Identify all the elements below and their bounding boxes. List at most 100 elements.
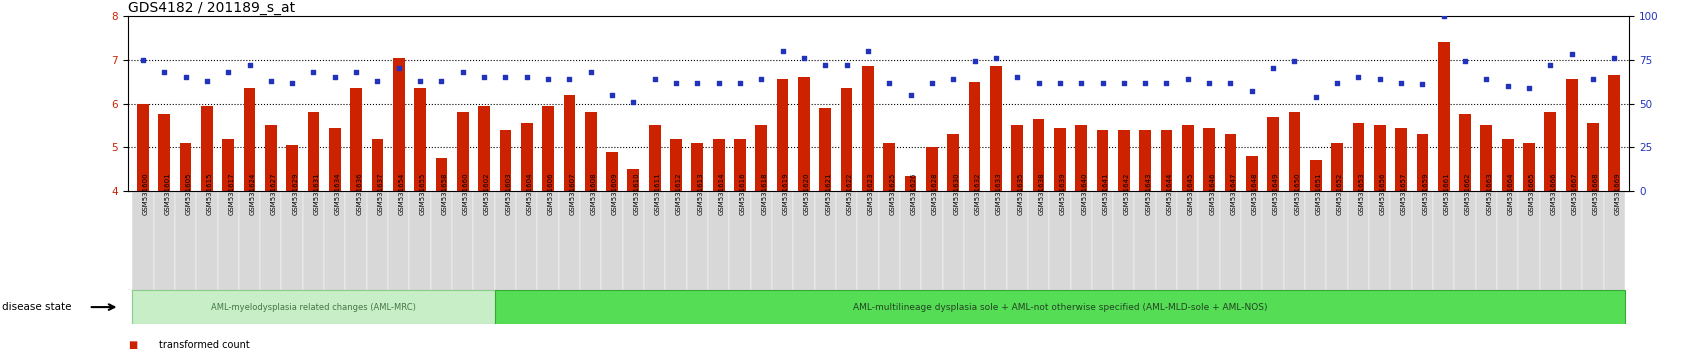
Point <box>1088 80 1115 85</box>
Text: GSM531617: GSM531617 <box>228 173 234 216</box>
Bar <box>750 191 771 290</box>
Bar <box>1410 191 1432 290</box>
Bar <box>1395 128 1407 191</box>
Point <box>960 59 987 64</box>
Bar <box>281 191 303 290</box>
Text: GSM531636: GSM531636 <box>356 173 361 216</box>
Text: GSM531649: GSM531649 <box>1272 173 1279 215</box>
Bar <box>500 130 512 191</box>
Bar <box>1049 191 1071 290</box>
Text: GSM531615: GSM531615 <box>206 173 213 215</box>
Point <box>832 62 859 68</box>
Bar <box>585 112 597 191</box>
Text: GSM531664: GSM531664 <box>1507 173 1512 215</box>
Bar <box>1304 191 1326 290</box>
Text: GSM531619: GSM531619 <box>783 173 788 216</box>
Point <box>1067 80 1095 85</box>
Bar <box>600 191 622 290</box>
Bar <box>1182 125 1193 191</box>
Bar <box>1202 128 1214 191</box>
Bar <box>1603 191 1623 290</box>
Text: GDS4182 / 201189_s_at: GDS4182 / 201189_s_at <box>128 1 295 15</box>
Text: GSM531640: GSM531640 <box>1081 173 1086 215</box>
Bar <box>1091 191 1113 290</box>
Text: GSM531644: GSM531644 <box>1166 173 1171 215</box>
Point <box>1494 83 1521 89</box>
Bar <box>387 191 409 290</box>
Bar <box>435 158 447 191</box>
Bar <box>1267 117 1279 191</box>
Point <box>513 74 540 80</box>
Point <box>704 80 731 85</box>
Point <box>1579 76 1606 82</box>
Bar <box>1582 191 1603 290</box>
Bar <box>1284 191 1304 290</box>
Point <box>1153 80 1180 85</box>
Text: GSM531634: GSM531634 <box>334 173 341 215</box>
Point <box>1173 76 1200 82</box>
Text: GSM531657: GSM531657 <box>1400 173 1407 215</box>
Bar <box>670 138 682 191</box>
Bar <box>1330 143 1342 191</box>
Point <box>1110 80 1137 85</box>
Point <box>854 48 881 54</box>
Text: GSM531601: GSM531601 <box>164 173 170 216</box>
Bar <box>472 191 494 290</box>
Bar <box>605 152 617 191</box>
Bar <box>1475 191 1497 290</box>
Bar <box>946 134 958 191</box>
Point <box>1366 76 1393 82</box>
Bar <box>1352 123 1364 191</box>
Bar <box>1011 125 1023 191</box>
Text: GSM531655: GSM531655 <box>419 173 426 215</box>
Bar <box>1112 191 1134 290</box>
Bar <box>643 191 665 290</box>
Point <box>875 80 902 85</box>
Bar <box>409 191 430 290</box>
Text: GSM531652: GSM531652 <box>1337 173 1342 215</box>
Text: GSM531622: GSM531622 <box>846 173 852 215</box>
Bar <box>414 88 426 191</box>
Bar <box>1245 156 1257 191</box>
Bar <box>324 191 344 290</box>
Bar <box>153 191 174 290</box>
Bar <box>1415 134 1427 191</box>
Bar <box>1497 191 1517 290</box>
Point <box>1344 74 1371 80</box>
Bar <box>218 191 239 290</box>
Text: GSM531668: GSM531668 <box>1592 173 1598 216</box>
Bar <box>733 138 745 191</box>
Bar <box>1071 191 1091 290</box>
Bar <box>648 125 660 191</box>
Bar <box>1608 75 1620 191</box>
Bar <box>1517 191 1538 290</box>
Bar <box>1026 191 1049 290</box>
Text: GSM531630: GSM531630 <box>953 173 958 216</box>
Bar <box>264 125 276 191</box>
Bar <box>776 79 788 191</box>
Bar <box>984 191 1006 290</box>
Point <box>641 76 668 82</box>
Point <box>1323 80 1350 85</box>
Bar <box>542 106 554 191</box>
Text: GSM531629: GSM531629 <box>292 173 298 215</box>
Bar <box>963 191 984 290</box>
Bar <box>1240 191 1262 290</box>
Text: GSM531612: GSM531612 <box>675 173 682 215</box>
Bar <box>286 145 298 191</box>
Point <box>491 74 518 80</box>
Point <box>300 69 327 75</box>
Bar <box>1134 191 1156 290</box>
Bar <box>494 290 1623 324</box>
Text: GSM531645: GSM531645 <box>1187 173 1193 215</box>
Text: GSM531660: GSM531660 <box>462 173 469 216</box>
Bar <box>1006 191 1026 290</box>
Bar <box>457 112 469 191</box>
Bar <box>926 147 938 191</box>
Text: GSM531653: GSM531653 <box>1357 173 1364 215</box>
Point <box>982 55 1009 61</box>
Text: GSM531659: GSM531659 <box>1422 173 1427 215</box>
Bar <box>1219 191 1240 290</box>
Point <box>1514 85 1541 91</box>
Bar <box>133 191 153 290</box>
